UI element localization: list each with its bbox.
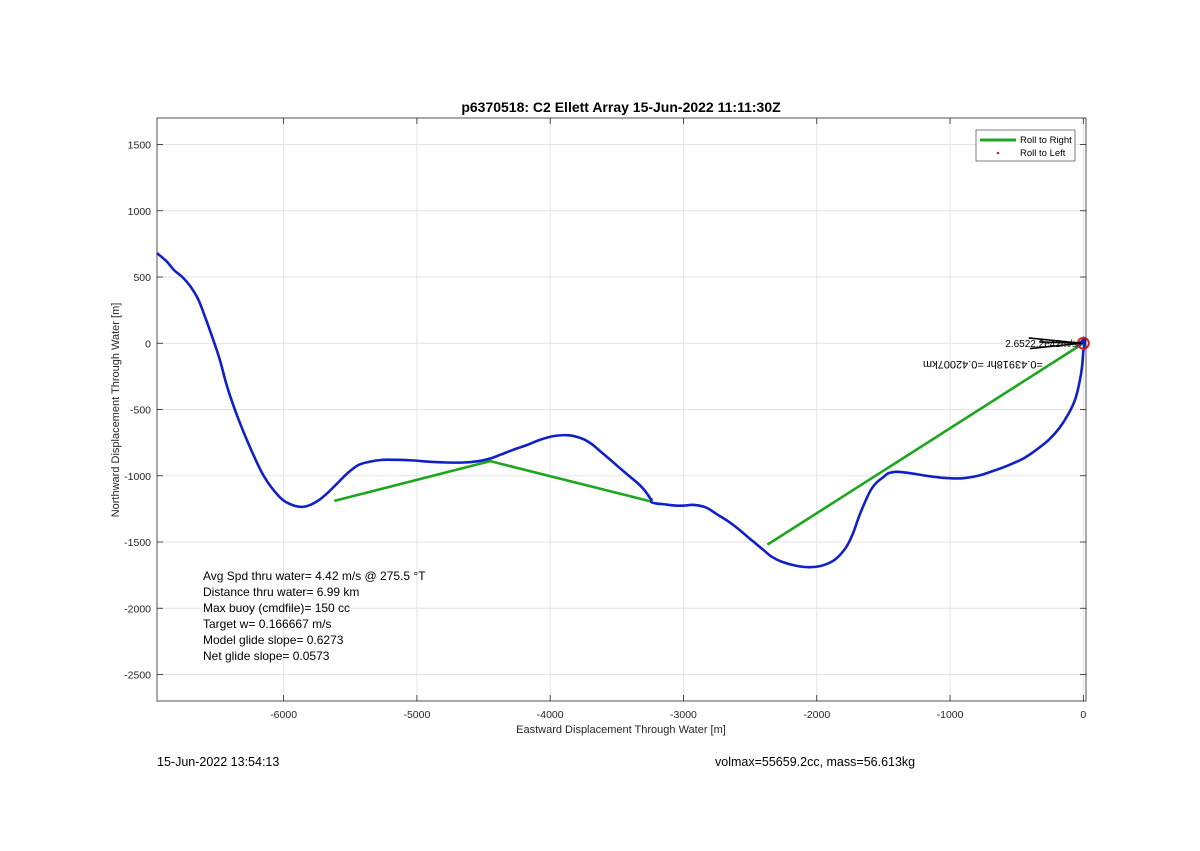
y-tick-label: 500 <box>133 272 151 284</box>
y-tick-label: 0 <box>145 338 151 350</box>
y-tick-label: 1000 <box>128 206 152 218</box>
y-tick-label: 1500 <box>128 140 152 152</box>
series-group <box>156 252 1086 569</box>
stat-target-w: Target w= 0.166667 m/s <box>203 617 331 631</box>
y-tick-label: -500 <box>130 405 151 417</box>
stat-model-glide: Model glide slope= 0.6273 <box>203 633 344 647</box>
x-tick-label: -6000 <box>270 709 297 721</box>
series-roll-right-line <box>333 459 652 503</box>
legend: Roll to Right Roll to Left <box>975 129 1076 162</box>
y-tick-label: -1500 <box>124 537 151 549</box>
x-tick-label: -3000 <box>670 709 697 721</box>
legend-label-roll-right: Roll to Right <box>1020 135 1072 146</box>
legend-box <box>975 129 1076 162</box>
stat-net-glide: Net glide slope= 0.0573 <box>203 649 330 663</box>
annotation-text: =0.43918hr =0.42007km <box>923 358 1043 370</box>
stat-max-buoy: Max buoy (cmdfile)= 150 cc <box>203 601 350 615</box>
footer-timestamp: 15-Jun-2022 13:54:13 <box>157 755 280 769</box>
current-vector-line <box>1039 341 1082 345</box>
x-tick-label: 0 <box>1080 709 1086 721</box>
annotation-group: =0.43918hr =0.42007km 2.6522.2e42m/s <box>923 337 1082 370</box>
plot-frame <box>156 117 1087 702</box>
x-tick-label: -1000 <box>937 709 964 721</box>
y-tick-label: -2500 <box>124 670 151 682</box>
stat-distance: Distance thru water= 6.99 km <box>203 585 359 599</box>
current-vector-line <box>1029 342 1082 350</box>
stat-avg-speed: Avg Spd thru water= 4.42 m/s @ 275.5 °T <box>203 569 426 583</box>
footer-volume-mass: volmax=55659.2cc, mass=56.613kg <box>715 755 916 769</box>
annotation-text-speed: 2.6522.2e42m/s <box>1005 339 1077 350</box>
legend-label-roll-left: Roll to Left <box>1020 148 1066 159</box>
chart-title: p6370518: C2 Ellett Array 15-Jun-2022 11… <box>461 99 781 115</box>
x-axis-ticks: -6000 -5000 -4000 -3000 -2000 -1000 0 <box>270 118 1086 721</box>
x-axis-label: Eastward Displacement Through Water [m] <box>516 724 726 736</box>
x-tick-label: -4000 <box>537 709 564 721</box>
y-tick-label: -2000 <box>124 603 151 615</box>
x-tick-label: -5000 <box>403 709 430 721</box>
y-tick-label: -1000 <box>124 471 151 483</box>
y-axis-ticks: -2500 -2000 -1500 -1000 -500 0 500 1000 1500 <box>124 140 1086 682</box>
x-tick-label: -2000 <box>803 709 830 721</box>
y-axis-label: Northward Displacement Through Water [m] <box>110 303 122 518</box>
series-roll-right-line <box>766 342 1085 546</box>
legend-swatch-roll-left <box>996 151 1000 155</box>
series-track-line <box>156 252 1086 569</box>
stats-block: Avg Spd thru water= 4.42 m/s @ 275.5 °T … <box>203 569 426 663</box>
